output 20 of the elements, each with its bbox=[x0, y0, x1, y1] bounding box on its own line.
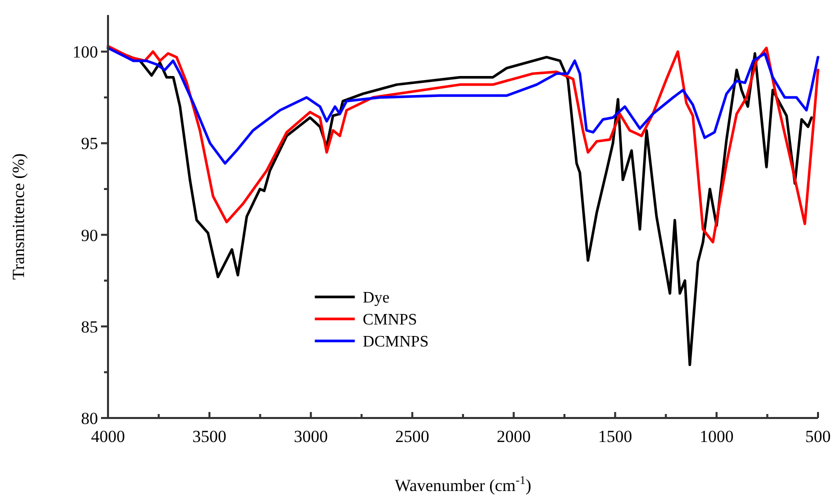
y-axis-title: Transmittence (%) bbox=[9, 153, 28, 280]
y-tick-label: 100 bbox=[72, 42, 98, 62]
x-axis-title: Wavenumber (cm$^{-1}$) bbox=[394, 473, 532, 495]
x-tick-label: 2000 bbox=[496, 427, 531, 446]
x-tick-label: 3500 bbox=[192, 427, 226, 446]
x-tick-label: 4000 bbox=[91, 427, 125, 446]
legend-label: CMNPS bbox=[362, 312, 418, 329]
y-tick-label: 80 bbox=[81, 408, 98, 428]
y-tick-label: 95 bbox=[81, 134, 98, 154]
legend-label: DCMNPS bbox=[362, 334, 429, 351]
x-tick-label: 1000 bbox=[700, 427, 734, 446]
line-series bbox=[106, 46, 820, 165]
y-tick-label: 85 bbox=[81, 317, 98, 336]
x-tick-label: 3000 bbox=[294, 427, 328, 446]
y-tick-label: 90 bbox=[81, 226, 98, 245]
legend-label: Dye bbox=[362, 290, 390, 307]
x-tick-label: 1500 bbox=[598, 427, 632, 446]
x-tick-label: 500 bbox=[805, 427, 831, 446]
x-tick-label: 2500 bbox=[395, 427, 430, 446]
line-series bbox=[106, 44, 820, 244]
